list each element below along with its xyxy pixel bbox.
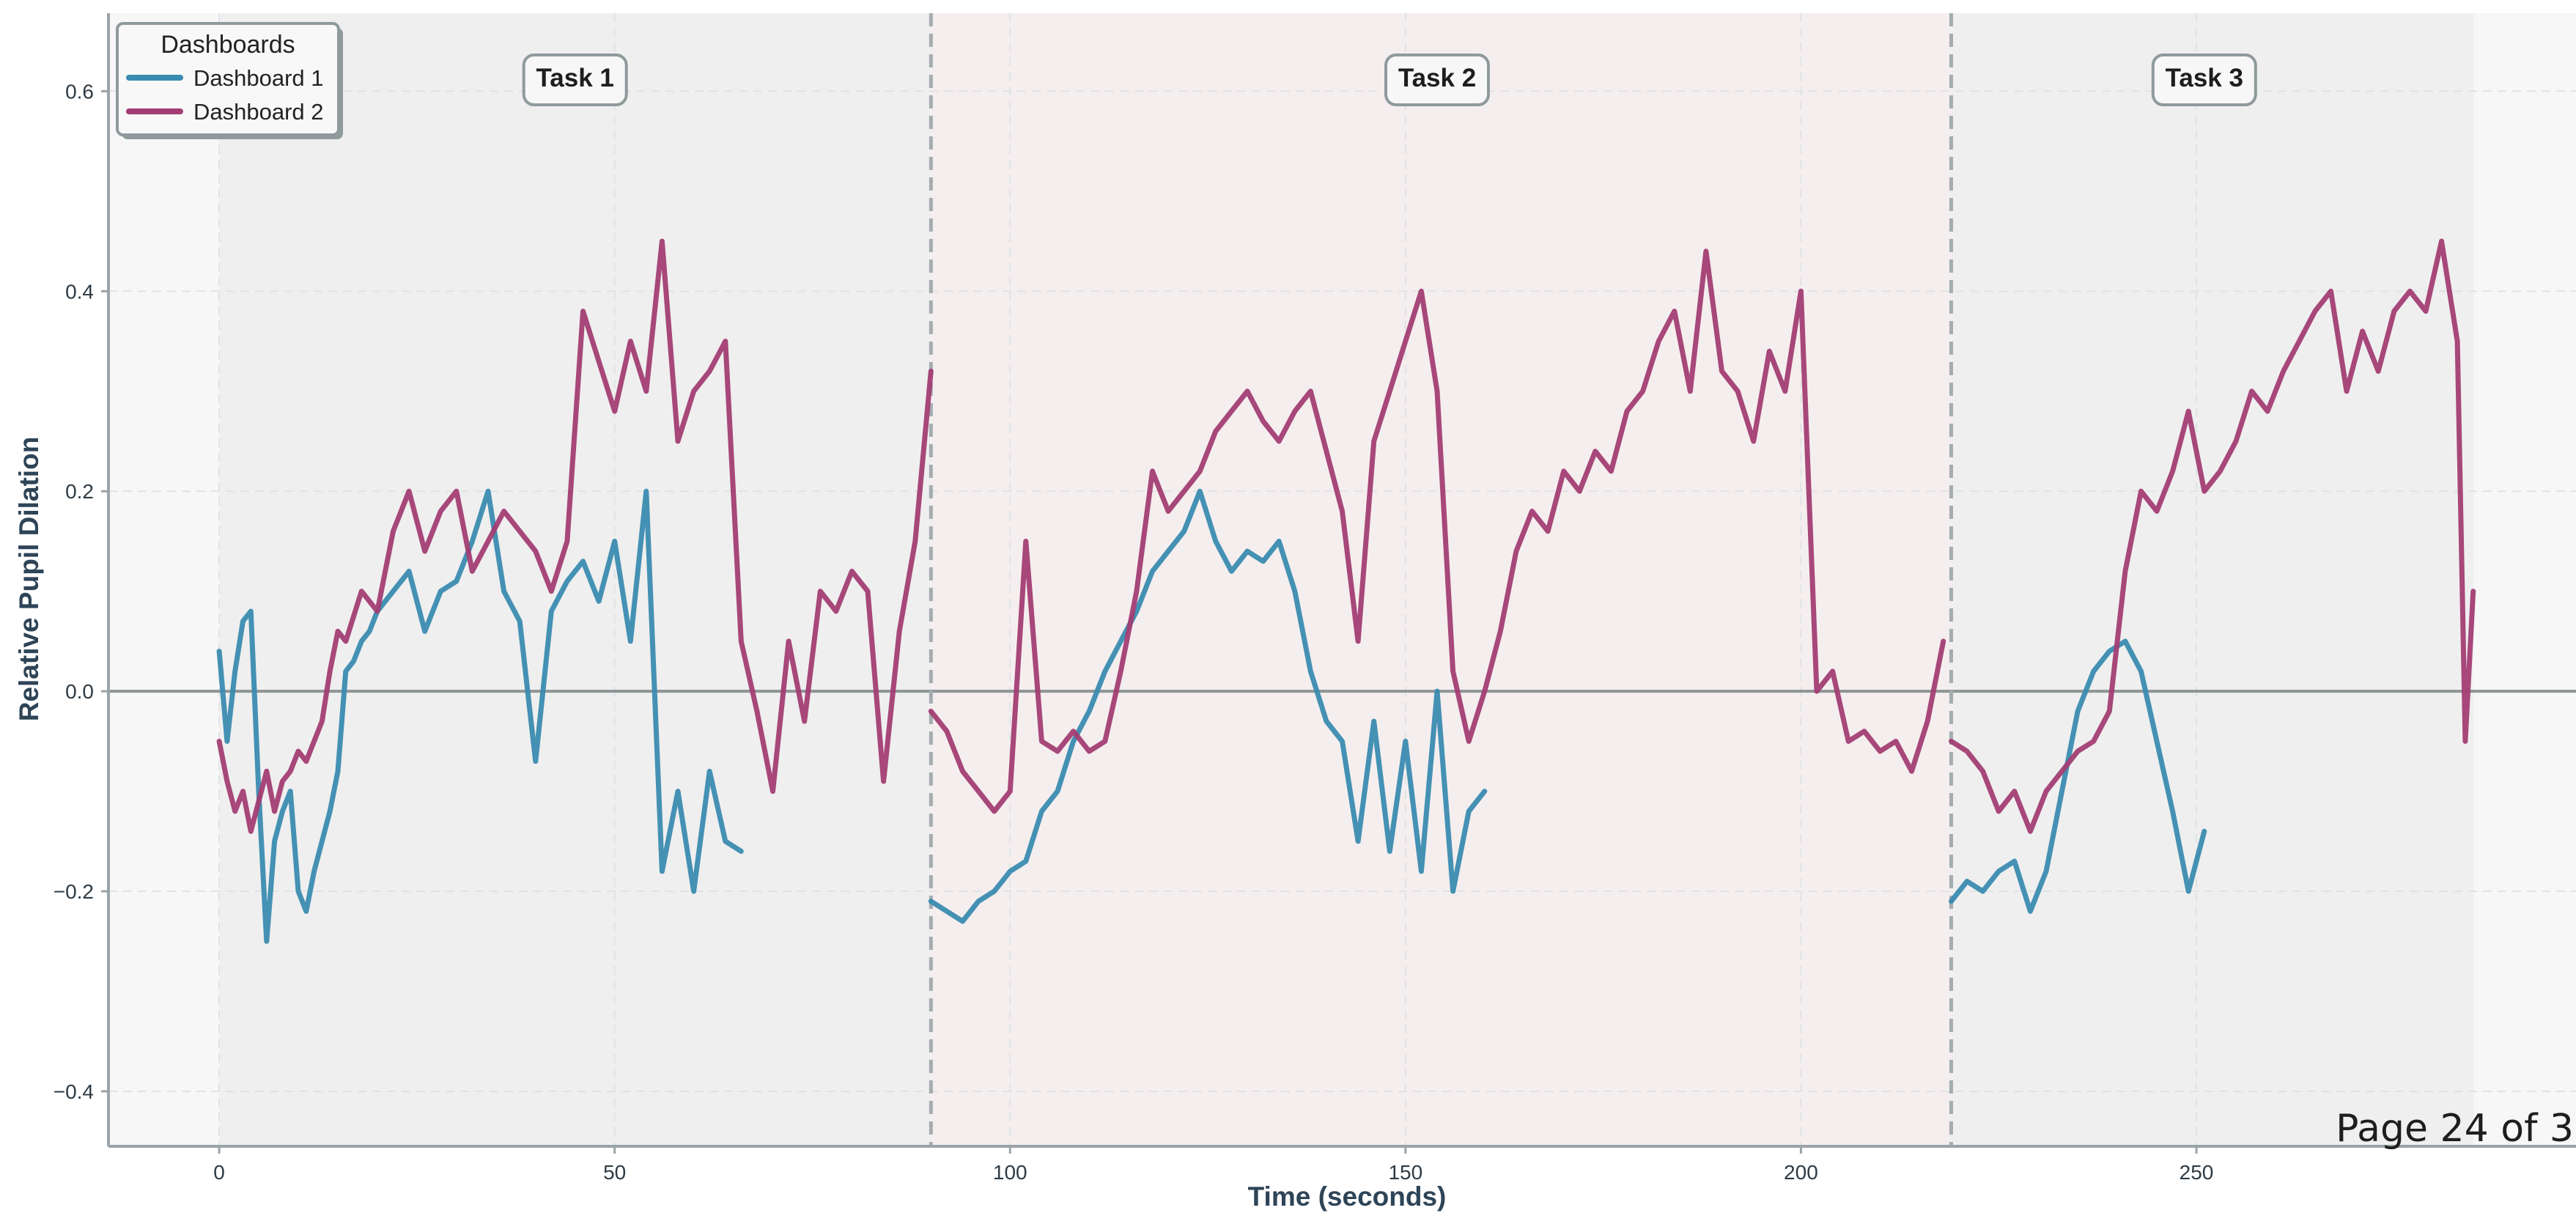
x-axis-title: Time (seconds)	[1248, 1181, 1447, 1212]
x-tick-label-1: 50	[603, 1161, 626, 1184]
x-tick-label-2: 100	[993, 1161, 1027, 1184]
series-dashboard-2-segment-3	[1949, 238, 2476, 834]
task-label-1: Task 1	[522, 54, 628, 106]
task-label-box-3	[2151, 54, 2257, 106]
legend-label-dashboard-2: Dashboard 2	[193, 99, 324, 125]
task-label-2: Task 2	[1384, 54, 1490, 106]
series-dashboard-1-segment-2	[928, 488, 1488, 924]
task-label-text-3: Task 3	[2166, 64, 2243, 92]
x-tick-label-0: 0	[213, 1161, 225, 1184]
task-label-text-2: Task 2	[1398, 64, 1476, 92]
task-label-box-2	[1384, 54, 1490, 106]
task-band-1	[219, 13, 931, 1146]
legend-label-dashboard-1: Dashboard 1	[193, 65, 324, 91]
series-dashboard-2-segment-1	[216, 238, 934, 834]
x-tick-label-5: 250	[2180, 1161, 2214, 1184]
task-bands	[219, 13, 2473, 1146]
series-dashboard-1-segment-3	[1949, 638, 2207, 914]
series-dashboard-1	[216, 488, 2207, 944]
y-tick-label-1: −0.2	[53, 880, 94, 903]
page-number-label: Page 24 of 3	[2336, 1107, 2574, 1151]
y-tick-label-2: 0.0	[65, 680, 94, 703]
task-band-3	[1951, 13, 2473, 1146]
series-dashboard-2-segment-2	[928, 248, 1946, 814]
series-layer	[216, 238, 2476, 944]
y-tick-label-4: 0.4	[65, 280, 94, 303]
series-dashboard-2	[216, 238, 2476, 834]
x-tick-label-4: 200	[1784, 1161, 1818, 1184]
y-tick-label-3: 0.2	[65, 480, 94, 503]
legend: Dashboards Dashboard 1 Dashboard 2	[116, 22, 343, 139]
task-boundaries	[929, 13, 1953, 1146]
task-label-3: Task 3	[2151, 54, 2257, 106]
y-tick-label-5: 0.6	[65, 80, 94, 103]
series-dashboard-1-segment-1	[216, 488, 744, 944]
x-tick-label-3: 150	[1388, 1161, 1422, 1184]
x-ticks: 0 50 100 150 200 250	[213, 1146, 2213, 1184]
legend-box	[116, 22, 340, 136]
y-ticks: −0.4 −0.2 0.0 0.2 0.4 0.6	[53, 80, 108, 1103]
y-tick-label-0: −0.4	[53, 1080, 94, 1103]
y-axis-title: Relative Pupil Dilation	[14, 437, 44, 722]
axes	[107, 13, 2576, 1148]
legend-title: Dashboards	[160, 31, 295, 59]
task-label-text-1: Task 1	[536, 64, 614, 92]
task-labels: Task 1 Task 2 Task 3	[522, 54, 2257, 106]
task-label-box-1	[522, 54, 628, 106]
task-band-2	[931, 13, 1952, 1146]
